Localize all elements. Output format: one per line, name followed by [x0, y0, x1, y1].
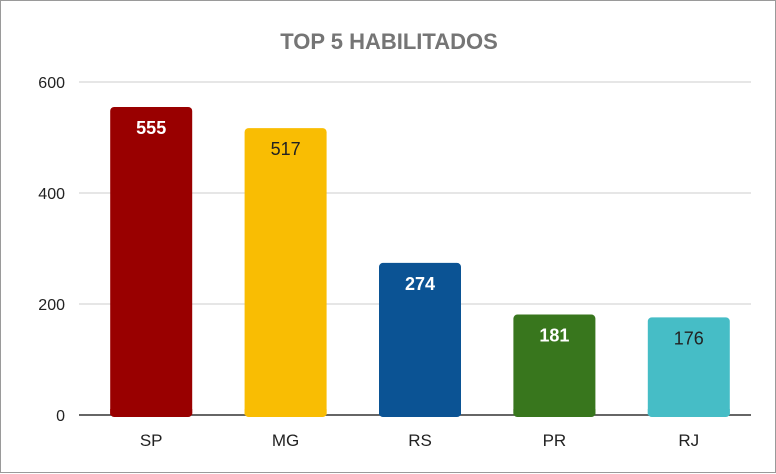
data-label: 176 [674, 328, 704, 348]
bar-mg [244, 128, 327, 417]
x-category-label: RS [408, 431, 432, 450]
x-category-label: MG [272, 431, 299, 450]
y-tick-label: 200 [38, 297, 65, 314]
bar-rs [379, 262, 461, 417]
bar-base-rj [647, 409, 730, 415]
bar-rj [647, 317, 730, 417]
x-category-label: SP [140, 431, 163, 450]
bar-group-sp: 555 [110, 106, 193, 417]
bar-group-rs: 274 [379, 262, 461, 417]
data-label: 181 [539, 326, 569, 346]
data-label: 555 [136, 118, 166, 138]
bar-base-sp [110, 409, 193, 415]
chart-title: TOP 5 HABILITADOS [280, 29, 498, 54]
bar-base-rs [379, 409, 461, 415]
y-tick-label: 0 [56, 408, 65, 425]
x-axis-categories: SP MG RS PR RJ [140, 431, 699, 450]
y-axis-ticks: 0 200 400 600 [38, 75, 65, 425]
x-category-label: PR [543, 431, 567, 450]
bar-base-pr [513, 409, 596, 415]
y-tick-label: 600 [38, 75, 65, 92]
y-tick-label: 400 [38, 186, 65, 203]
x-category-label: RJ [678, 431, 699, 450]
bar-base-mg [244, 409, 327, 415]
data-label: 274 [405, 274, 435, 294]
bar-group-mg: 517 [244, 128, 327, 417]
bar-group-rj: 176 [647, 317, 730, 417]
data-label: 517 [271, 139, 301, 159]
bars: 555 517 274 181 176 [110, 106, 730, 417]
bar-sp [110, 106, 193, 417]
bar-group-pr: 181 [513, 314, 596, 417]
bar-pr [513, 314, 596, 417]
